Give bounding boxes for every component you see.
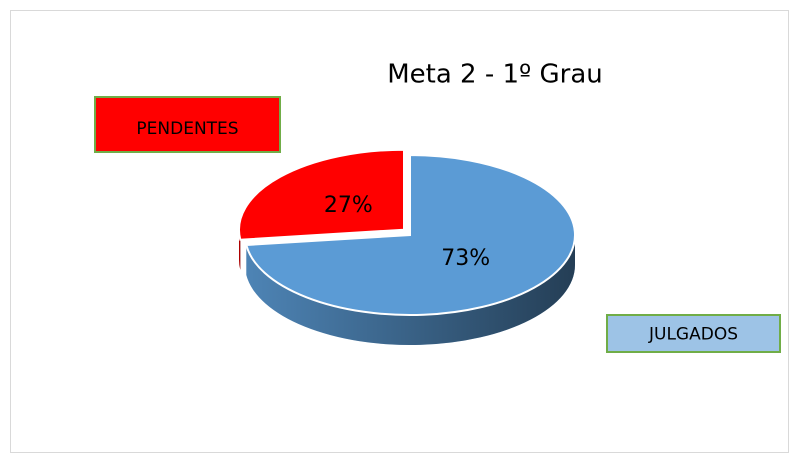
data-label: 27% xyxy=(324,193,373,218)
category-box xyxy=(606,314,781,353)
category-label: PENDENTES xyxy=(136,119,238,139)
category-label: JULGADOS xyxy=(648,325,738,345)
data-label: 73% xyxy=(441,246,490,271)
slice xyxy=(245,153,576,316)
slice-side-shade xyxy=(246,235,575,345)
chart-area xyxy=(10,10,789,453)
slice xyxy=(238,148,405,241)
chart-title: Meta 2 - 1º Grau xyxy=(387,60,603,90)
category-box xyxy=(94,96,281,153)
